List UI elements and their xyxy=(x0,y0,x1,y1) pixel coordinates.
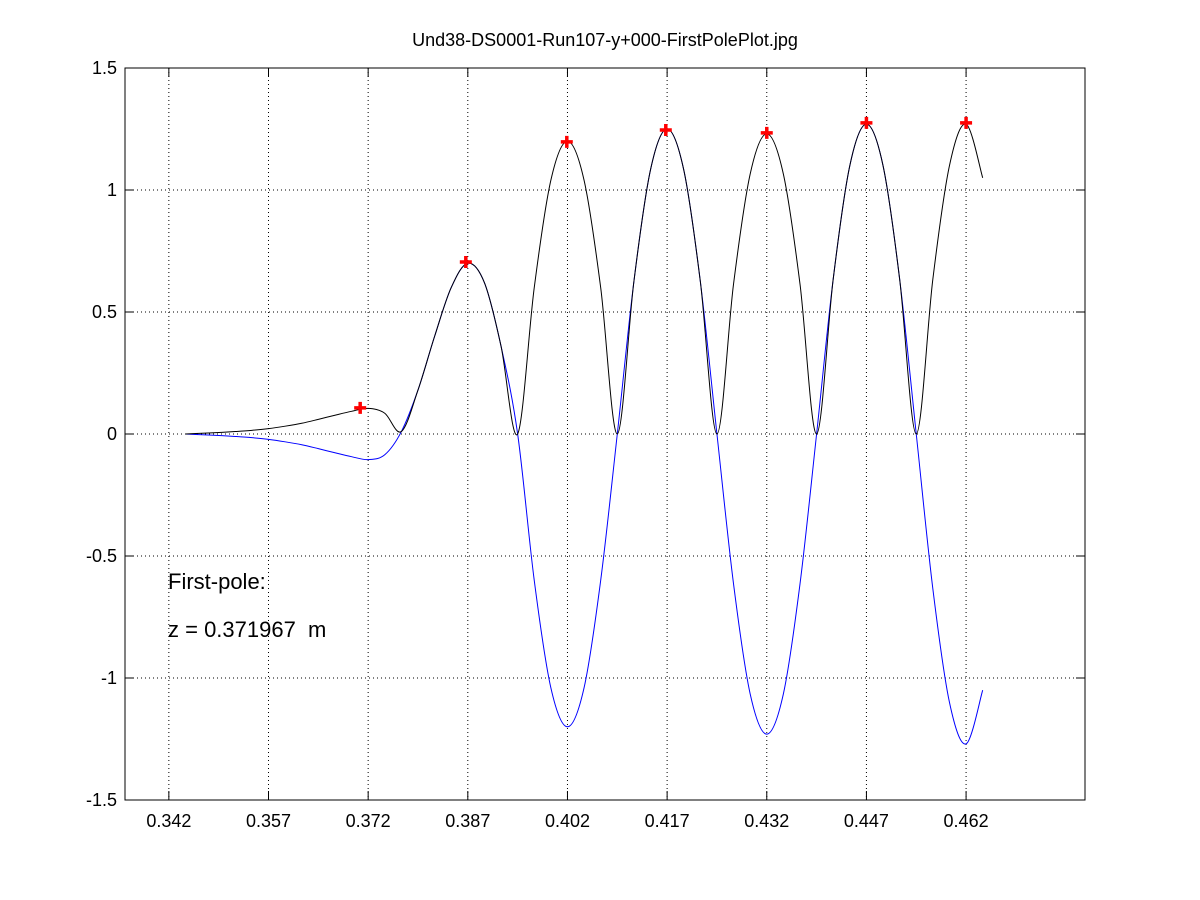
axes-box xyxy=(124,67,1086,801)
x-tick-label: 0.447 xyxy=(844,811,889,831)
peak-marker xyxy=(659,123,672,136)
peak-marker xyxy=(354,401,367,414)
peak-marker xyxy=(860,116,873,129)
x-tick-label: 0.372 xyxy=(346,811,391,831)
y-tick-label: -1 xyxy=(101,668,117,688)
y-tick-label: -0.5 xyxy=(86,546,117,566)
y-tick-label: -1.5 xyxy=(86,790,117,810)
y-tick-label: 0.5 xyxy=(92,302,117,322)
annotation: First-pole: xyxy=(168,569,266,594)
peak-marker xyxy=(560,135,573,148)
peak-marker xyxy=(459,255,472,268)
y-tick-label: 1 xyxy=(107,180,117,200)
y-tick-label: 0 xyxy=(107,424,117,444)
x-tick-label: 0.342 xyxy=(146,811,191,831)
x-tick-label: 0.387 xyxy=(445,811,490,831)
x-tick-label: 0.357 xyxy=(246,811,291,831)
peak-marker xyxy=(960,116,973,129)
y-tick-label: 1.5 xyxy=(92,58,117,78)
x-tick-label: 0.402 xyxy=(545,811,590,831)
series-line xyxy=(185,123,984,436)
annotation: z = 0.371967 m xyxy=(168,617,326,642)
x-tick-label: 0.417 xyxy=(645,811,690,831)
x-tick-label: 0.462 xyxy=(944,811,989,831)
x-tick-label: 0.432 xyxy=(744,811,789,831)
peak-marker xyxy=(760,126,773,139)
chart-title: Und38-DS0001-Run107-y+000-FirstPolePlot.… xyxy=(412,30,798,50)
